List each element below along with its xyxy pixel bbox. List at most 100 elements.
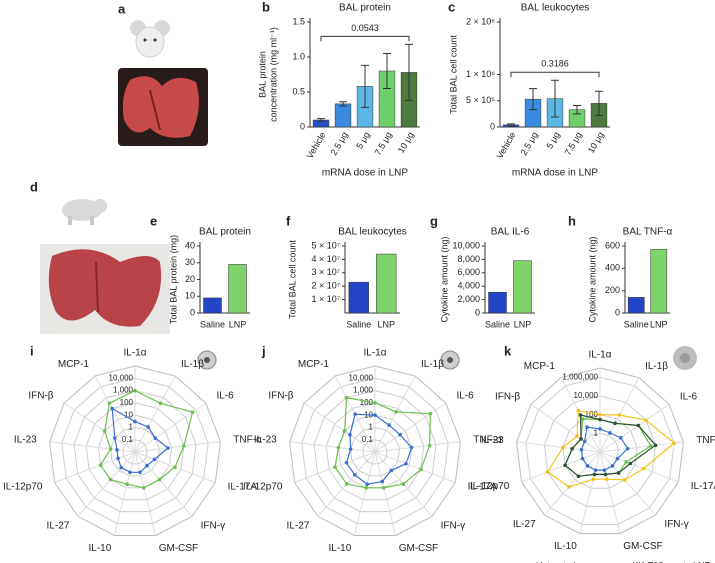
panel-letter: b (262, 0, 270, 14)
pig-lung-photo (40, 244, 170, 334)
radar-point (108, 477, 113, 482)
radar-point (133, 419, 137, 424)
radar-axis-label: IFN-γ (201, 521, 225, 532)
radar-grid-ring (97, 414, 173, 489)
radar-point (618, 435, 623, 440)
y-axis-label: Total BAL protein (mg) (168, 235, 178, 324)
panel-letter: i (30, 343, 34, 358)
radar-tick-label: 1,000 (353, 386, 374, 395)
radar-axis-label: IL-17A (691, 481, 715, 492)
radar-point (128, 470, 132, 475)
panel-letter: c (448, 0, 455, 14)
p-value: 0.3186 (541, 59, 569, 69)
radar-point (628, 461, 633, 466)
radar-point (570, 446, 575, 451)
radar-point (344, 460, 349, 465)
radar-point (138, 470, 142, 475)
y-tick-label: 2,000 (457, 294, 480, 304)
radar-axis-label: GM-CSF (159, 543, 198, 554)
radar-spoke (599, 451, 657, 516)
error-bar (339, 101, 347, 107)
y-tick-label: 2 × 10⁷ (311, 281, 340, 291)
radar-point (348, 432, 352, 437)
radar-grid-ring (73, 390, 197, 513)
radar-point (181, 444, 186, 448)
radar-point (409, 445, 414, 450)
radar-spoke (374, 441, 461, 453)
y-axis-label: BAL protein (257, 51, 267, 98)
radar-axis-label: IL-1β (181, 359, 204, 370)
error-bar (595, 90, 603, 116)
radar-grid-ring (543, 395, 657, 507)
radar-point (428, 411, 433, 416)
radar-point (561, 445, 565, 450)
radar-axis-label: GM-CSF (623, 541, 662, 552)
x-tick-label: 2.5 μg (519, 130, 540, 157)
radar-axis-label: MCP-1 (298, 359, 330, 370)
radar-point (585, 464, 590, 468)
y-tick-label: 0 (300, 121, 305, 131)
x-tick-label: Saline (346, 319, 371, 329)
radar-spoke (134, 451, 193, 517)
radar-point (401, 482, 406, 486)
chart-title: BAL TNF-α (623, 227, 673, 238)
radar-point (336, 445, 341, 450)
error-bar (551, 79, 559, 118)
radar-axis-label: IL-17A (468, 482, 498, 493)
radar-axis-label: TNF-α (473, 435, 502, 446)
radar-outer-ring (49, 365, 221, 536)
radar-spoke (94, 375, 136, 453)
radar-tick-label: 100 (360, 398, 374, 407)
y-tick-label: 0.5 (292, 86, 305, 96)
radar-point (585, 425, 589, 430)
radar-point (373, 401, 377, 405)
radar-grid-ring (61, 377, 209, 525)
radar-point (389, 468, 394, 473)
error-bar (317, 118, 325, 122)
radar-axis-label: TNF-α (233, 435, 262, 446)
y-tick-label: 20 (185, 274, 195, 284)
radar-point (353, 472, 357, 477)
x-tick-label: LNP (377, 319, 395, 329)
y-tick-label: 5 × 10⁷ (311, 240, 340, 250)
x-tick-label: LNP (650, 319, 668, 329)
y-tick-label: 1.5 (292, 16, 305, 26)
radar-axis-label: IL-1α (363, 348, 386, 359)
bar (488, 291, 507, 314)
error-bar (405, 43, 413, 101)
radar-point (653, 443, 658, 448)
radar-point (348, 447, 353, 451)
radar-point (579, 437, 583, 441)
radar-outer-ring (516, 367, 684, 535)
radar-point (98, 463, 103, 467)
radar-grid-ring (313, 390, 437, 513)
pig-icon (62, 199, 107, 225)
radar-axis-label: IL-23 (481, 435, 504, 446)
panel-letter: d (30, 179, 38, 194)
radar-point (603, 472, 608, 477)
radar-axis-label: IL-6 (456, 390, 474, 401)
x-tick-label: LNP (514, 319, 532, 329)
radar-axis-label: IL-27 (287, 521, 310, 532)
radar-point (641, 466, 646, 471)
radar-axis-label: IL-6 (216, 390, 234, 401)
radar-series-line (111, 407, 169, 473)
panel-letter: a (118, 1, 126, 16)
radar-point (373, 413, 377, 417)
radar-point (576, 408, 581, 413)
bar (627, 297, 645, 314)
error-bar (529, 88, 537, 111)
y-axis-label: Total BAL cell count (287, 240, 297, 319)
y-tick-label: 5 × 10⁵ (466, 95, 495, 105)
radar-spoke (599, 441, 684, 453)
y-tick-label: 3 × 10⁷ (311, 267, 340, 277)
radar-axis-label: MCP-1 (58, 359, 90, 370)
radar-spoke (49, 441, 136, 453)
x-tick-label: 5 μg (354, 130, 372, 150)
panel-letter: e (150, 213, 157, 228)
radar-axis-label: IL-10 (329, 543, 352, 554)
cell-icon (197, 346, 697, 370)
x-tick-label: 10 μg (396, 130, 416, 155)
y-tick-label: 0 (490, 121, 495, 131)
